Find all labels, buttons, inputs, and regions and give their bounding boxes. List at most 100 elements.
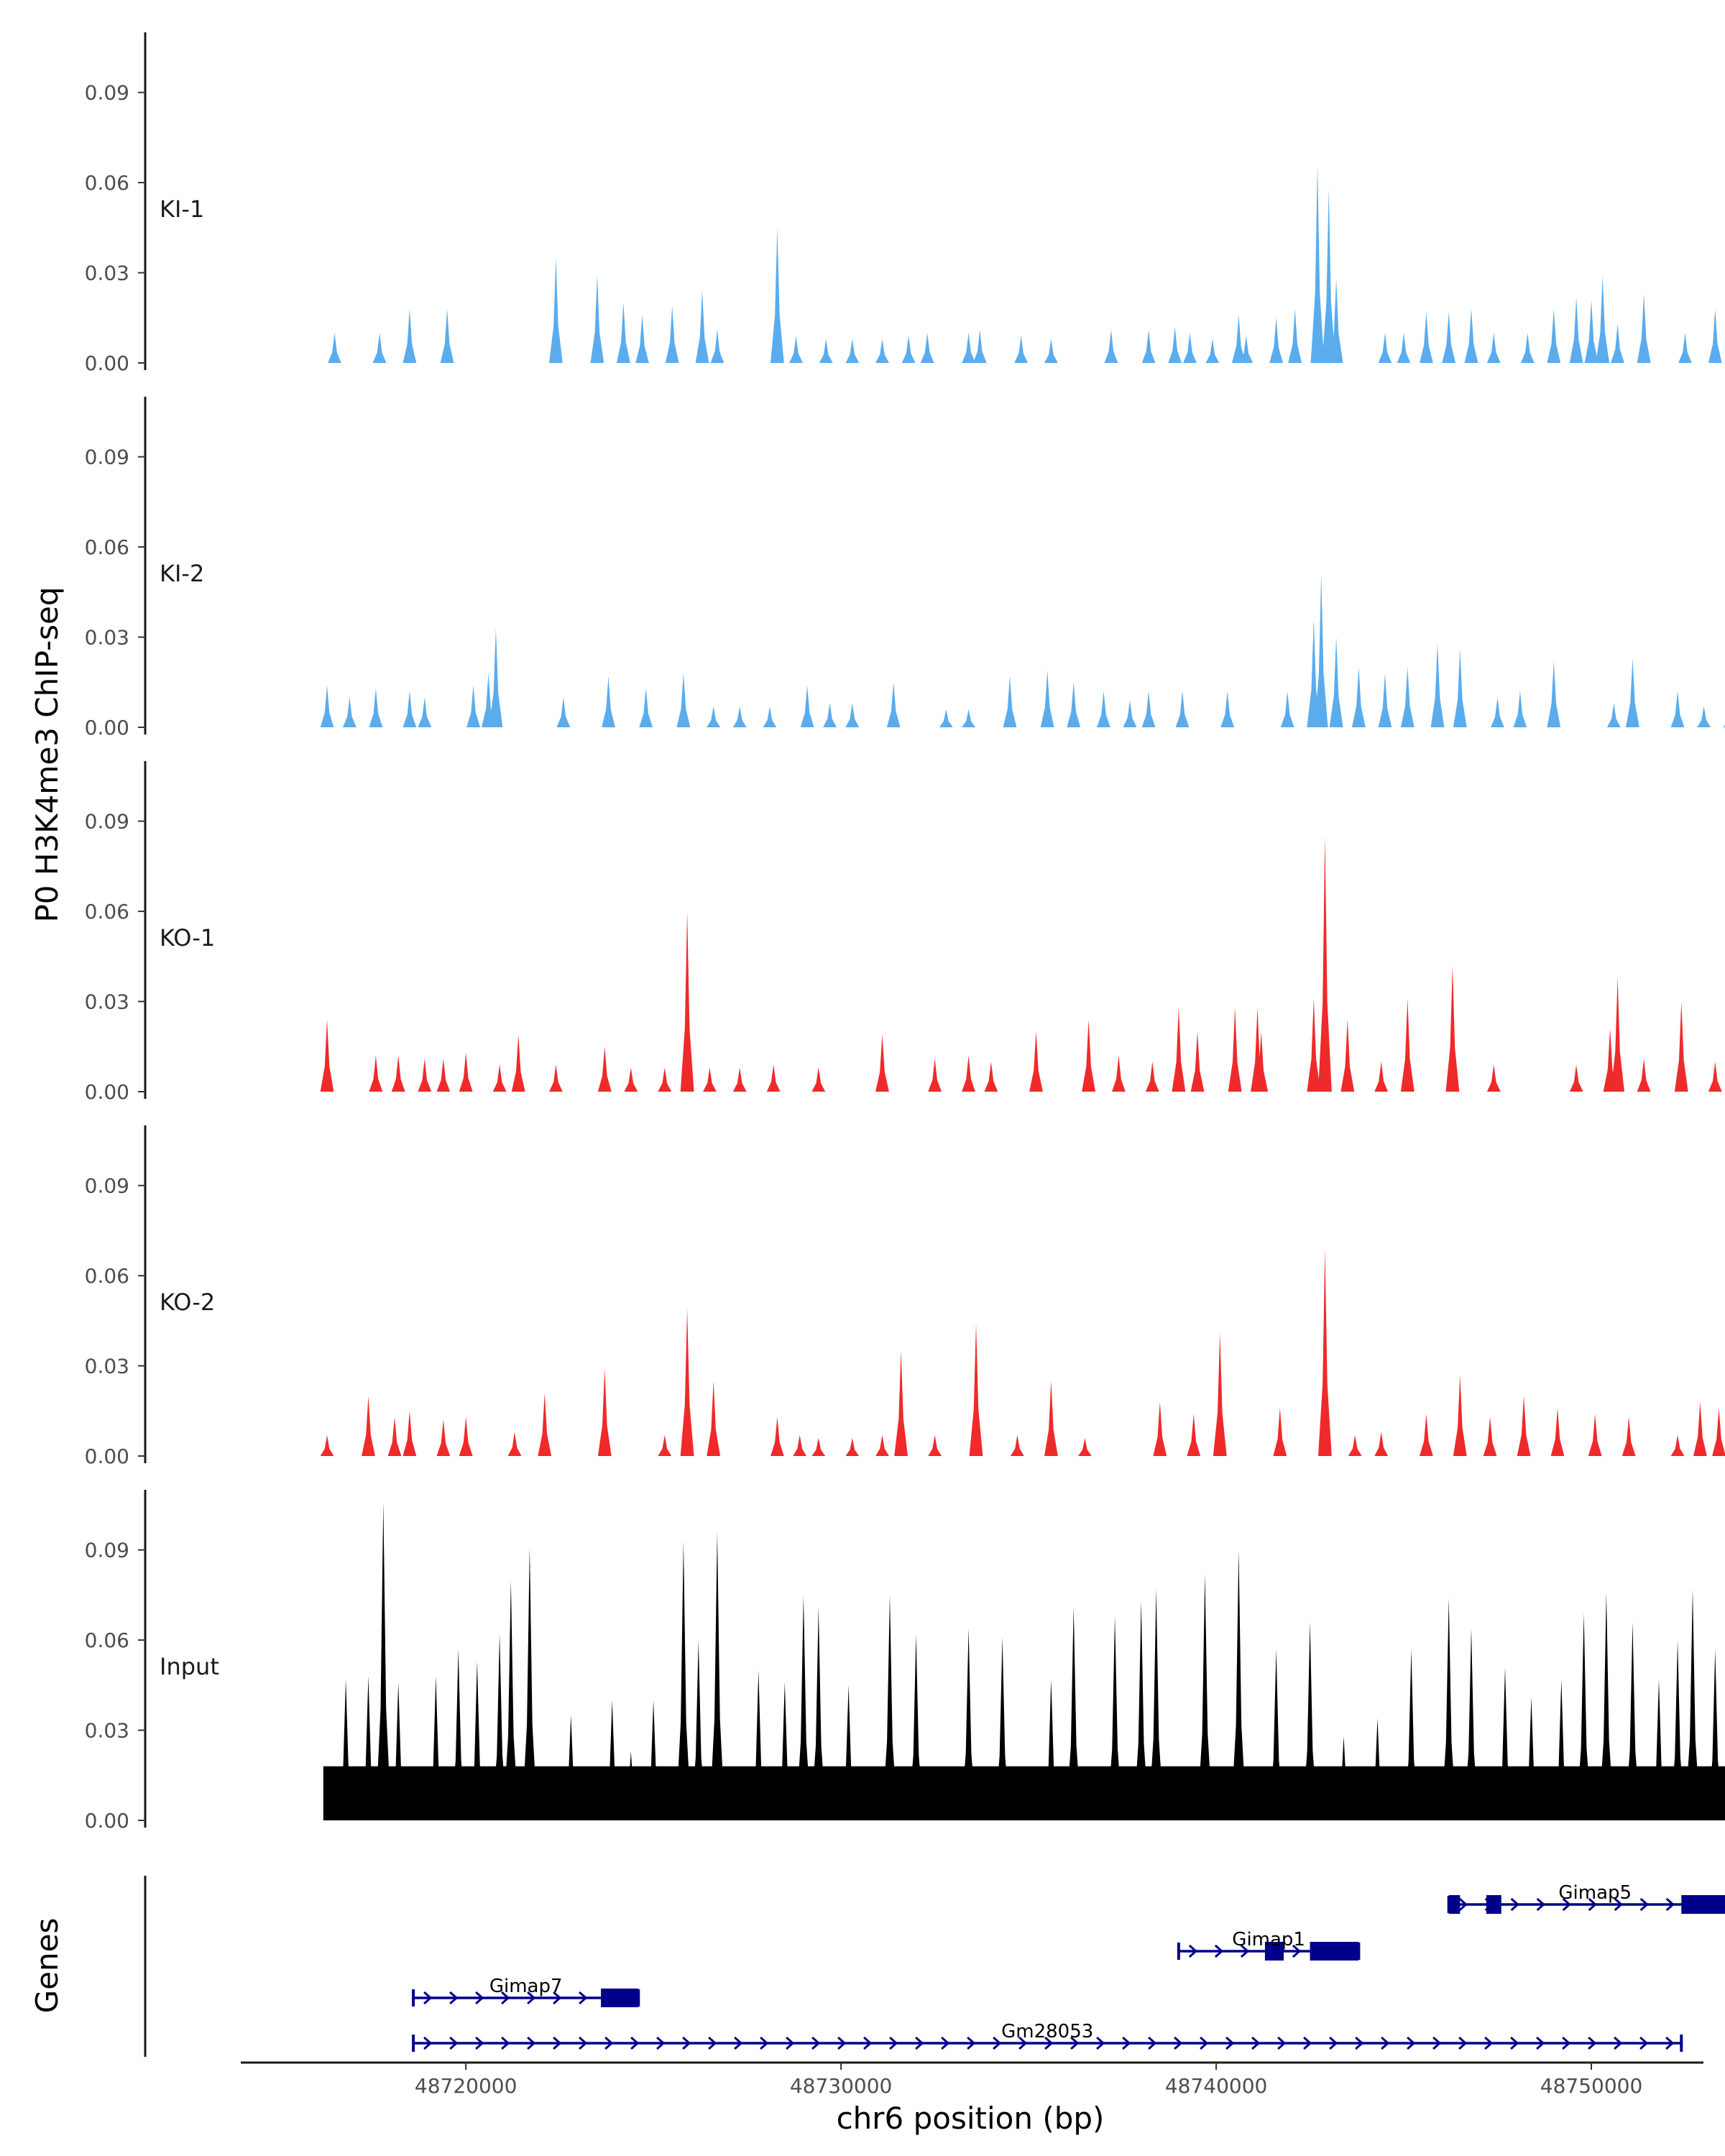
signal-peak bbox=[710, 330, 724, 363]
signal-peak bbox=[466, 685, 480, 727]
signal-peak bbox=[658, 1434, 672, 1456]
strand-arrow bbox=[682, 2036, 691, 2050]
signal-peak bbox=[1569, 297, 1583, 363]
signal-peak bbox=[1352, 667, 1366, 727]
signal-peak bbox=[387, 1416, 402, 1456]
signal-peak bbox=[635, 315, 649, 363]
signal-peak bbox=[1550, 1408, 1565, 1456]
signal-peak bbox=[1483, 1416, 1497, 1456]
signal-peak bbox=[763, 706, 777, 727]
signal-peak bbox=[1307, 998, 1321, 1092]
signal-peak bbox=[1723, 724, 1725, 727]
signal-peak bbox=[1280, 691, 1294, 727]
signal-peak bbox=[402, 691, 417, 727]
signal-peak bbox=[1197, 1574, 1213, 1820]
signal-peak bbox=[776, 1682, 793, 1820]
signal-peak bbox=[1029, 1031, 1043, 1092]
signal-peak bbox=[1622, 1416, 1636, 1456]
signal-peak bbox=[418, 1059, 432, 1092]
signal-peak bbox=[1220, 691, 1235, 727]
strand-arrow bbox=[423, 1991, 433, 2005]
panel-label-ki-2: KI-2 bbox=[160, 560, 204, 587]
signal-peak bbox=[391, 1055, 405, 1092]
signal-peak bbox=[969, 1324, 983, 1456]
signal-peak bbox=[1175, 691, 1190, 727]
signal-peak bbox=[1497, 1667, 1513, 1820]
signal-peak bbox=[875, 1434, 889, 1456]
signal-peak bbox=[1697, 706, 1711, 727]
signal-peak bbox=[489, 628, 503, 727]
signal-peak bbox=[436, 1419, 451, 1456]
strand-arrow bbox=[889, 2036, 898, 2050]
signal-peak bbox=[597, 1368, 612, 1456]
strand-arrow bbox=[1639, 2036, 1649, 2050]
signal-peak bbox=[680, 1309, 694, 1456]
strand-arrow bbox=[1510, 1897, 1519, 1912]
signal-peak bbox=[1707, 1649, 1724, 1820]
signal-peak bbox=[1598, 1592, 1614, 1820]
signal-peak bbox=[1288, 308, 1302, 363]
signal-peak bbox=[1651, 1679, 1667, 1820]
strand-arrow bbox=[1588, 1897, 1597, 1912]
signal-peak bbox=[1403, 1649, 1420, 1820]
signal-peak bbox=[556, 697, 571, 727]
y-tick-label: 0.06 bbox=[85, 1628, 129, 1652]
signal-peak bbox=[1141, 330, 1156, 363]
x-axis: 48720000 48730000 48740000 48750000 bbox=[241, 2061, 1703, 2098]
signal-peak bbox=[372, 333, 387, 363]
y-tick-label: 0.09 bbox=[85, 1539, 129, 1562]
strand-arrow bbox=[1588, 2036, 1597, 2050]
strand-arrow bbox=[579, 1991, 588, 2005]
signal-peak bbox=[492, 1634, 508, 1820]
signal-peak bbox=[338, 1679, 354, 1820]
signal-peak bbox=[972, 330, 987, 363]
gene-exon bbox=[601, 1989, 639, 2007]
signal-peak bbox=[320, 1434, 334, 1456]
signal-peak bbox=[707, 1381, 721, 1456]
signal-peak bbox=[1239, 336, 1254, 363]
signal-peak bbox=[1547, 661, 1561, 727]
signal-peak bbox=[502, 1580, 519, 1820]
signal-peak bbox=[1310, 165, 1325, 363]
signal-peak bbox=[840, 1685, 857, 1820]
signal-peak bbox=[1172, 1007, 1186, 1092]
signal-peak bbox=[845, 1437, 860, 1456]
signal-peak bbox=[770, 227, 784, 363]
y-tick-label: 0.03 bbox=[85, 626, 129, 650]
signal-peak bbox=[882, 1595, 898, 1820]
signal-peak bbox=[362, 1396, 375, 1456]
strand-arrow bbox=[1303, 2036, 1312, 2050]
strand-arrow bbox=[1044, 2036, 1054, 2050]
track-ko-1: 0.00 0.03 0.06 0.09 KO-1 bbox=[85, 761, 1722, 1104]
track-ki-1: 0.00 0.03 0.06 0.09 KI-1 bbox=[85, 32, 1722, 375]
signal-peak bbox=[1445, 965, 1460, 1092]
signal-peak bbox=[811, 1437, 826, 1456]
signal-peak bbox=[1606, 703, 1621, 727]
signal-peak bbox=[707, 706, 721, 727]
signal-peak bbox=[875, 338, 889, 363]
gene-exon bbox=[1448, 1895, 1460, 1914]
signal-peak bbox=[1374, 1432, 1389, 1456]
signal-peak bbox=[624, 1067, 638, 1092]
signal-peak bbox=[1430, 642, 1445, 727]
signal-peak bbox=[1708, 1061, 1722, 1092]
strand-arrow bbox=[1292, 1944, 1302, 1958]
signal-peak bbox=[328, 333, 341, 363]
strand-arrow bbox=[1665, 2036, 1675, 2050]
strand-arrow bbox=[708, 2036, 717, 2050]
signal-peak bbox=[1082, 1019, 1095, 1092]
signal-peak bbox=[819, 338, 833, 363]
signal-peak bbox=[1547, 308, 1561, 363]
signal-peak bbox=[680, 911, 694, 1092]
signal-peak bbox=[1440, 1598, 1457, 1820]
signal-peak bbox=[549, 1064, 563, 1092]
signal-peak bbox=[1420, 311, 1433, 363]
signal-peak bbox=[1453, 1375, 1467, 1456]
signal-peak bbox=[320, 1019, 334, 1092]
signal-peak bbox=[766, 1064, 781, 1092]
strand-arrow bbox=[1096, 2036, 1105, 2050]
signal-peak bbox=[901, 336, 916, 363]
signal-peak bbox=[1517, 1396, 1531, 1456]
strand-arrow bbox=[1355, 2036, 1364, 2050]
signal-peak bbox=[793, 1434, 807, 1456]
